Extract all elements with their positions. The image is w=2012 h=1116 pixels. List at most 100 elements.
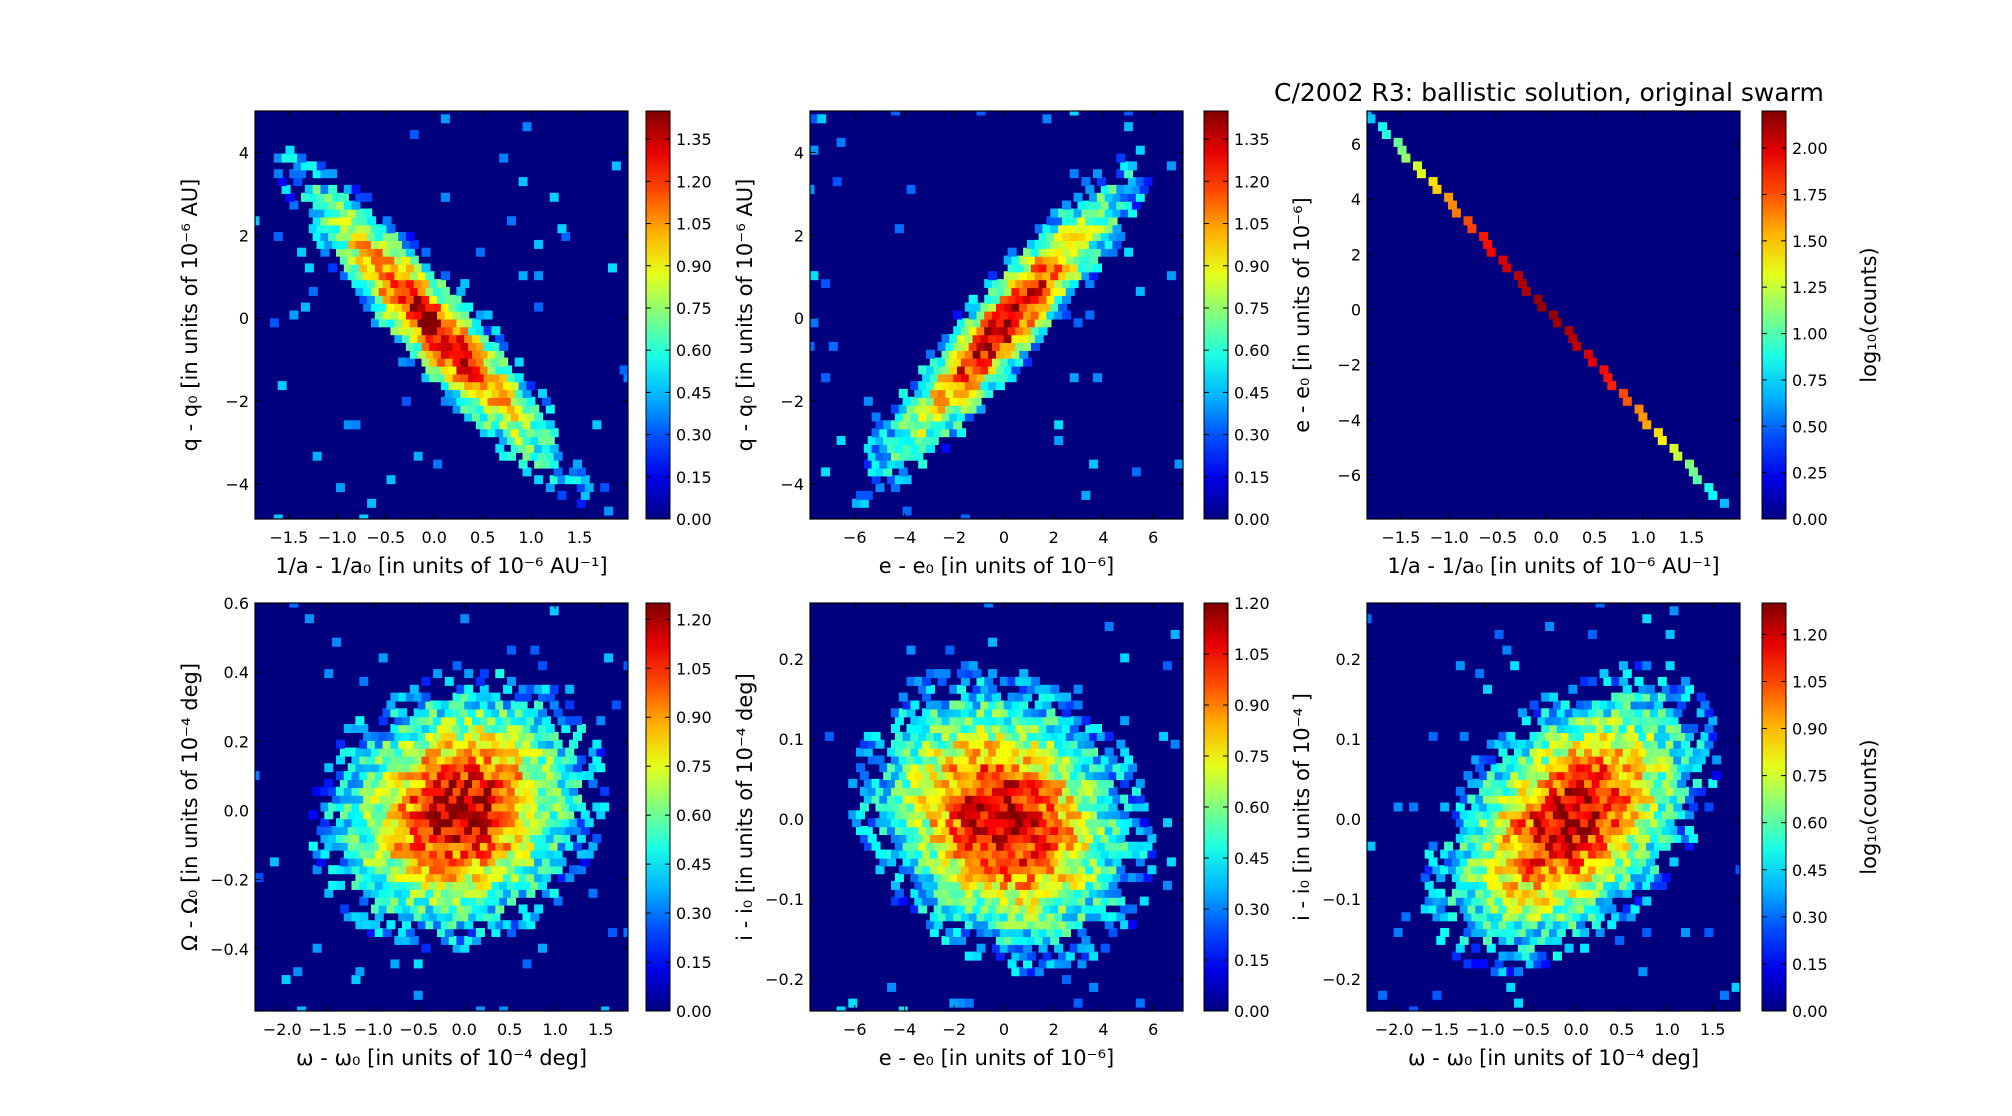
hexbin-cell (417, 841, 427, 851)
hexbin-cell (1081, 224, 1091, 234)
hexbin-cell (456, 778, 466, 788)
hexbin-cell (534, 873, 544, 883)
hexbin-cell (507, 645, 516, 655)
hexbin-cell (1642, 755, 1652, 765)
hexbin-cell (1003, 700, 1013, 710)
hexbin-cell (553, 708, 563, 718)
hexbin-cell (343, 802, 353, 812)
hexbin-cell (1409, 1006, 1419, 1011)
hexbin-cell (499, 849, 509, 859)
hexbin-cell (887, 428, 897, 438)
hexbin-cell (1432, 896, 1442, 906)
hexbin-cell (1595, 724, 1605, 733)
hexbin-cell (316, 192, 326, 202)
hexbin-cell (953, 849, 963, 859)
hexbin-cell (1085, 310, 1095, 320)
hexbin-cell (1483, 778, 1492, 788)
hexbin-cell (988, 747, 998, 757)
hexbin-cell (534, 763, 544, 773)
hexbin-cell (992, 802, 1001, 812)
hexbin-cell (464, 412, 474, 422)
hexbin-cell (328, 802, 338, 812)
hexbin-cell (883, 420, 893, 430)
hexbin-cell (1607, 747, 1617, 757)
hexbin-cell (1580, 676, 1590, 686)
hexbin-cell (848, 778, 858, 788)
hexbin-cell (487, 731, 497, 741)
hexbin-cell (1669, 747, 1679, 757)
hexbin-cell (914, 802, 924, 812)
hexbin-cell (1634, 708, 1644, 718)
hexbin-cell (988, 334, 998, 343)
hexbin-cell (367, 833, 377, 843)
hexbin-cell (1139, 896, 1149, 906)
hexbin-cell (409, 841, 419, 851)
hexbin-cell (1108, 833, 1118, 843)
hexbin-cell (871, 475, 881, 485)
hexbin-cell (413, 896, 423, 906)
colorbar-tick-label: 0.30 (1792, 908, 1828, 927)
hexbin-cell (1603, 708, 1613, 718)
hexbin-cell (1498, 935, 1508, 945)
x-tick-label: 1.0 (518, 528, 543, 547)
hexbin-cell (526, 888, 536, 898)
hexbin-cell (495, 873, 505, 883)
hexbin-cell (413, 263, 423, 273)
hexbin-cell (526, 381, 536, 391)
hexbin-cell (398, 708, 408, 718)
hexbin-cell (1089, 904, 1099, 914)
hexbin-cell (343, 247, 353, 257)
hexbin-cell (421, 755, 431, 765)
hexbin-cell (487, 349, 497, 359)
hexbin-cell (499, 724, 509, 733)
hexbin-cell (503, 778, 513, 788)
hexbin-cell (1700, 731, 1710, 741)
hexbin-cell (425, 318, 435, 328)
hexbin-cell (1560, 857, 1570, 867)
hexbin-cell (1058, 841, 1068, 851)
hexbin-cell (1116, 232, 1126, 241)
hexbin-cell (553, 833, 563, 843)
hexbin-cell (413, 818, 423, 828)
hexbin-cell (413, 912, 423, 922)
hexbin-cell (1556, 739, 1566, 749)
hexbin-cell (1514, 763, 1523, 773)
hexbin-cell (359, 216, 369, 226)
hexbin-cell (1615, 888, 1625, 898)
hexbin-cell (1409, 802, 1419, 812)
hexbin-cell (1525, 849, 1535, 859)
hexbin-cell (269, 318, 279, 328)
hexbin-cell (1104, 920, 1114, 930)
hexbin-cell (856, 810, 865, 820)
hexbin-cell (1042, 239, 1052, 249)
hexbin-cell (988, 826, 998, 835)
colorbar-label: log₁₀(counts) (1857, 247, 1881, 382)
hexbin-cell (1657, 708, 1667, 718)
hexbin-cell (887, 794, 897, 804)
hexbin-cell (1042, 286, 1052, 296)
y-tick-label: −6 (1337, 466, 1361, 485)
hexbin-cell (359, 865, 369, 875)
hexbin-cell (953, 326, 963, 336)
hexbin-cell (1046, 912, 1056, 922)
hexbin-cell (910, 716, 920, 726)
hexbin-cell (374, 833, 384, 843)
plot-frame (254, 110, 629, 520)
hexbin-cell (351, 755, 361, 765)
colorbar-tick-label: 1.20 (676, 172, 712, 191)
hexbin-cell (1046, 802, 1056, 812)
hexbin-cell (1007, 326, 1017, 336)
hexbin-cell (464, 731, 474, 741)
hexbin-cell (1611, 739, 1621, 749)
hexbin-cell (456, 920, 466, 930)
hexbin-cell (1003, 810, 1013, 820)
hexbin-cell (1159, 731, 1169, 741)
hexbin-cell (1619, 755, 1628, 765)
hexbin-cell (957, 935, 966, 945)
hexbin-cell (1661, 841, 1671, 851)
hexbin-cell (1042, 747, 1052, 757)
hexbin-cell (945, 645, 955, 655)
x-tick-label: 0.0 (1534, 528, 1559, 547)
hexbin-cell (1552, 794, 1562, 804)
